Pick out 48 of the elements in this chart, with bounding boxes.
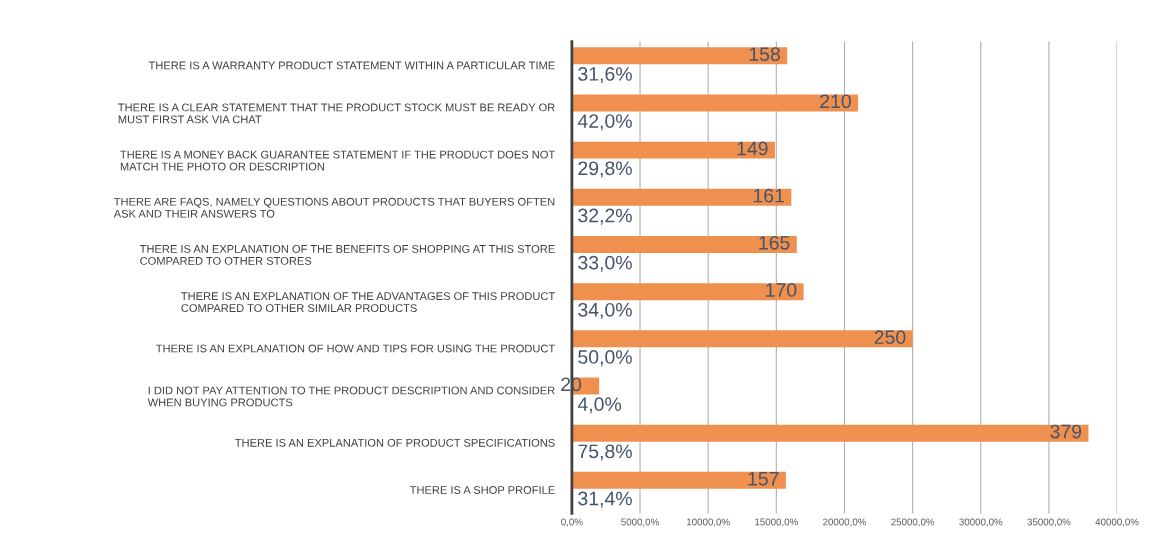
x-tick-label: 5000,0%	[621, 518, 659, 527]
y-tick-label: THERE IS AN EXPLANATION OF THE ADVANTAGES OF THIS PRODUCT COMPARED TO OTHER SIMILAR PRODUCTS	[181, 292, 555, 313]
data-label: 250	[874, 330, 906, 345]
bar	[571, 235, 797, 253]
data-label: 170	[766, 283, 797, 297]
x-tick-label: 15000,0%	[755, 518, 798, 527]
data-label: 149	[737, 141, 768, 156]
y-tick-label: THERE IS AN EXPLANATION OF HOW AND TIPS FOR USING THE PRODUCT	[156, 344, 555, 353]
annotation: 75,8%	[578, 444, 632, 461]
y-tick-label: THERE IS A MONEY BACK GUARANTEE STATEMENT IF THE PRODUCT DOES NOT MATCH THE PHOTO OR DESCRIPTION	[120, 150, 555, 171]
y-tick-label: THERE ARE FAQS, NAMELY QUESTIONS ABOUT PRODUCTS THAT BUYERS OFTEN ASK AND THEIR ANSWERS TO	[113, 197, 555, 218]
data-label: 20	[561, 377, 582, 392]
y-tick-label: I DID NOT PAY ATTENTION TO THE PRODUCT DESCRIPTION AND CONSIDER WHEN BUYING PRODUCTS	[147, 386, 555, 407]
y-tick-label: THERE IS AN EXPLANATION OF THE BENEFITS OF SHOPPING AT THIS STORE COMPARED TO OTHER STORES	[139, 245, 555, 265]
bar	[571, 283, 804, 301]
annotation: 42,0%	[577, 114, 632, 131]
x-tick-label: 10000,0%	[687, 518, 730, 527]
x-tick-label: 35000,0%	[1027, 518, 1071, 527]
annotation: 34,0%	[578, 302, 632, 319]
bar	[571, 330, 913, 348]
bar	[571, 94, 859, 112]
bar	[571, 471, 786, 489]
y-tick-label: THERE IS A WARRANTY PRODUCT STATEMENT WITHIN A PARTICULAR TIME	[148, 61, 555, 70]
bar	[571, 141, 775, 159]
x-tick-label: 30000,0%	[959, 518, 1003, 527]
data-label: 379	[1050, 424, 1082, 439]
annotation: 29,8%	[578, 161, 632, 178]
bar	[571, 188, 792, 206]
data-label: 210	[820, 94, 851, 109]
annotation: 31,6%	[578, 67, 632, 84]
data-label: 158	[749, 47, 780, 61]
bar	[571, 424, 1089, 442]
data-label: 165	[759, 235, 790, 250]
annotation: 4,0%	[577, 397, 622, 414]
y-tick-label: THERE IS A CLEAR STATEMENT THAT THE PRODUCT STOCK MUST BE READY OR MUST FIRST ASK VIA CHAT	[118, 103, 555, 124]
annotation: 31,4%	[578, 491, 632, 508]
y-tick-label: THERE IS AN EXPLANATION OF PRODUCT SPECIFICATIONS	[235, 438, 555, 447]
x-tick-label: 40000,0%	[1095, 518, 1139, 527]
annotation: 33,0%	[578, 255, 632, 272]
x-tick-label: 25000,0%	[891, 518, 935, 527]
x-tick-label: 20000,0%	[823, 518, 867, 527]
bar	[571, 47, 788, 65]
y-tick-label: THERE IS A SHOP PROFILE	[409, 486, 555, 494]
data-label: 157	[748, 472, 779, 486]
data-label: 161	[753, 188, 784, 203]
annotation: 50,0%	[578, 350, 632, 367]
annotation: 32,2%	[578, 208, 632, 225]
x-tick-label: 0,0%	[561, 518, 583, 527]
